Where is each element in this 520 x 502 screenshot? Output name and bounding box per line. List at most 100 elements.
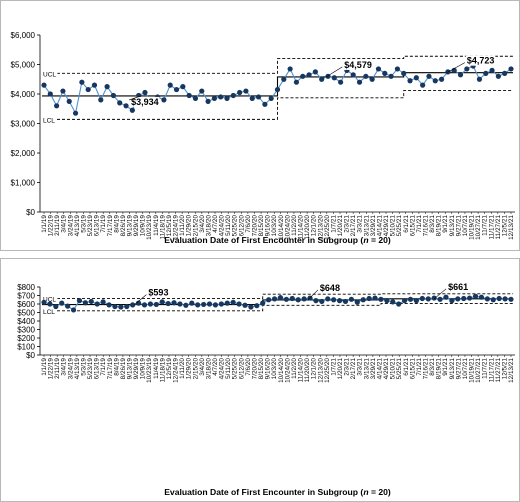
chart-1-xtick-label: 11/20/20	[304, 358, 311, 383]
chart-1-ytick-label: $300	[17, 326, 35, 335]
chart-1-data-point	[59, 300, 65, 306]
chart-0-ytick-label: $1,000	[11, 179, 36, 188]
chart-0-data-point	[136, 92, 142, 99]
chart-0-data-point	[407, 78, 413, 84]
chart-0-data-point	[464, 66, 470, 72]
chart-1-ytick-label: $400	[17, 317, 35, 326]
chart-1-data-point	[502, 296, 508, 302]
chart-1-xtick-label: 8/3/21	[429, 358, 436, 376]
chart-1-xtick-label: 11/4/19	[153, 358, 160, 379]
chart-0-xtick-label: 9/13/21	[449, 215, 456, 237]
chart-0-data-point	[495, 73, 501, 79]
chart-1-xtick-label: 2/11/19	[54, 358, 61, 379]
chart-0-xtick-label: 8/3/21	[429, 215, 436, 233]
chart-0-xtick-label: 4/14/21	[376, 215, 383, 237]
chart-0-ucl-line	[42, 55, 513, 74]
chart-1-xtick-label: 9/27/21	[455, 358, 462, 380]
chart-0-xtick-label: 3/4/20	[199, 215, 206, 233]
chart-0-xtick-label: 7/1/21	[416, 215, 423, 233]
chart-1-xtick-label: 8/4/19	[113, 358, 120, 376]
chart-0-xtick-label: 12/13/21	[508, 215, 515, 240]
chart-0-data-point	[218, 94, 224, 100]
chart-0-xtick-label: 2/11/19	[54, 215, 61, 236]
chart-0-xtick-label: 1/1/19	[41, 215, 48, 233]
chart-1-xtick-label: 1/20/21	[337, 358, 344, 380]
chart-0-data-point	[457, 72, 464, 78]
chart-1-xtick-label: 3/24/19	[67, 358, 74, 380]
chart-1-data-point	[354, 299, 360, 305]
chart-1-ytick-label: $500	[17, 309, 35, 318]
chart-1-data-point	[248, 304, 254, 310]
chart-0-data-point	[394, 66, 401, 72]
chart-1-data-point	[212, 302, 219, 308]
chart-1-xtick-label: 4/14/21	[376, 358, 383, 380]
chart-0-xtick-label: 12/5/21	[501, 215, 508, 237]
chart-0-data-point	[173, 86, 180, 93]
chart-0-data-point	[420, 82, 426, 88]
chart-0-data-point	[508, 66, 514, 72]
chart-1-data-point	[372, 295, 378, 301]
chart-1-data-point	[472, 293, 479, 299]
chart-0-xtick-label: 6/15/21	[409, 215, 416, 237]
chart-0-data-point	[72, 110, 79, 116]
chart-1-xtick-label: 11/2/20	[291, 358, 298, 379]
chart-1-data-point	[401, 298, 408, 304]
chart-1-xtick-label: 1/29/20	[186, 358, 193, 380]
chart-0-data-point	[60, 88, 66, 94]
chart-1-mean-leader	[134, 294, 147, 305]
chart-0-ytick-label: $2,000	[11, 149, 36, 158]
chart-0-ytick-label: $0	[26, 208, 35, 217]
chart-1-data-point	[283, 296, 289, 302]
chart-1-xtick-label: 5/3/19	[80, 358, 87, 376]
chart-1-data-point	[218, 301, 224, 307]
chart-1-xtick-label: 8/15/20	[258, 358, 265, 380]
chart-1-xtick-label: 7/6/20	[245, 358, 252, 376]
chart-0-xtick-label: 1/20/21	[337, 215, 344, 237]
chart-1-xtick-label: 12/13/21	[508, 358, 515, 383]
chart-1-xtick-label: 4/29/21	[383, 358, 390, 380]
chart-0-data-point	[129, 107, 135, 113]
chart-1-xtick-label: 10/27/21	[475, 358, 482, 383]
chart-0-xtick-label: 3/29/21	[370, 215, 377, 237]
chart-1-data-point	[94, 301, 100, 307]
chart-0-data-point	[167, 82, 173, 88]
chart-0-data-point	[300, 73, 306, 79]
chart-0-xtick-label: 7/1/19	[100, 215, 107, 233]
chart-0-xtick-label: 12/5/19	[166, 215, 173, 237]
chart-0-xtick-label: 5/10/21	[390, 215, 397, 237]
chart-1-xtick-label: 10/19/21	[469, 358, 476, 383]
chart-1-ytick-label: $100	[17, 343, 35, 352]
chart-0-x-axis-title: Evaluation Date of First Encounter in Su…	[164, 235, 391, 245]
chart-1-xtick-label: 2/3/21	[344, 358, 351, 376]
chart-1-data-point	[425, 296, 431, 302]
chart-0-xtick-label: 9/1/21	[442, 215, 449, 233]
chart-0-data-point	[375, 66, 382, 72]
chart-0-xtick-label: 9/27/21	[455, 215, 462, 237]
chart-0-ytick-label: $3,000	[11, 120, 36, 129]
chart-0-data-point	[47, 91, 53, 97]
chart-0-xtick-label: 2/15/20	[192, 215, 199, 237]
chart-1-xtick-label: 6/1/21	[403, 358, 410, 376]
chart-0-xtick-label: 10/27/21	[475, 215, 482, 240]
chart-0-xtick-label: 9/16/20	[265, 215, 272, 237]
chart-0-xtick-label: 10/14/20	[278, 215, 285, 240]
chart-1-data-point	[508, 296, 514, 302]
chart-1-xtick-label: 9/13/21	[449, 358, 456, 380]
chart-0-xtick-label: 9/29/19	[133, 215, 140, 237]
chart-0-xtick-label: 5/11/20	[225, 215, 232, 236]
chart-1-ytick-label: $600	[17, 300, 35, 309]
chart-0-xtick-label: 10/3/20	[271, 215, 278, 237]
chart-0-xtick-label: 10/9/19	[140, 215, 147, 237]
chart-0-data-point	[262, 101, 268, 107]
chart-0-xtick-label: 5/23/19	[87, 215, 94, 237]
chart-0-data-point	[142, 89, 148, 96]
chart-1-xtick-label: 1/22/19	[48, 358, 55, 380]
chart-0-data-point	[91, 82, 98, 88]
chart-0-xtick-label: 7/6/20	[245, 215, 252, 233]
chart-1-xtick-label: 3/18/20	[205, 358, 212, 380]
chart-0-data-point	[98, 97, 104, 103]
chart-1-xtick-label: 4/24/20	[219, 358, 226, 380]
chart-0-xtick-label: 8/19/21	[436, 215, 443, 237]
chart-0-data-point	[356, 79, 363, 85]
chart-1-data-point	[76, 298, 83, 304]
